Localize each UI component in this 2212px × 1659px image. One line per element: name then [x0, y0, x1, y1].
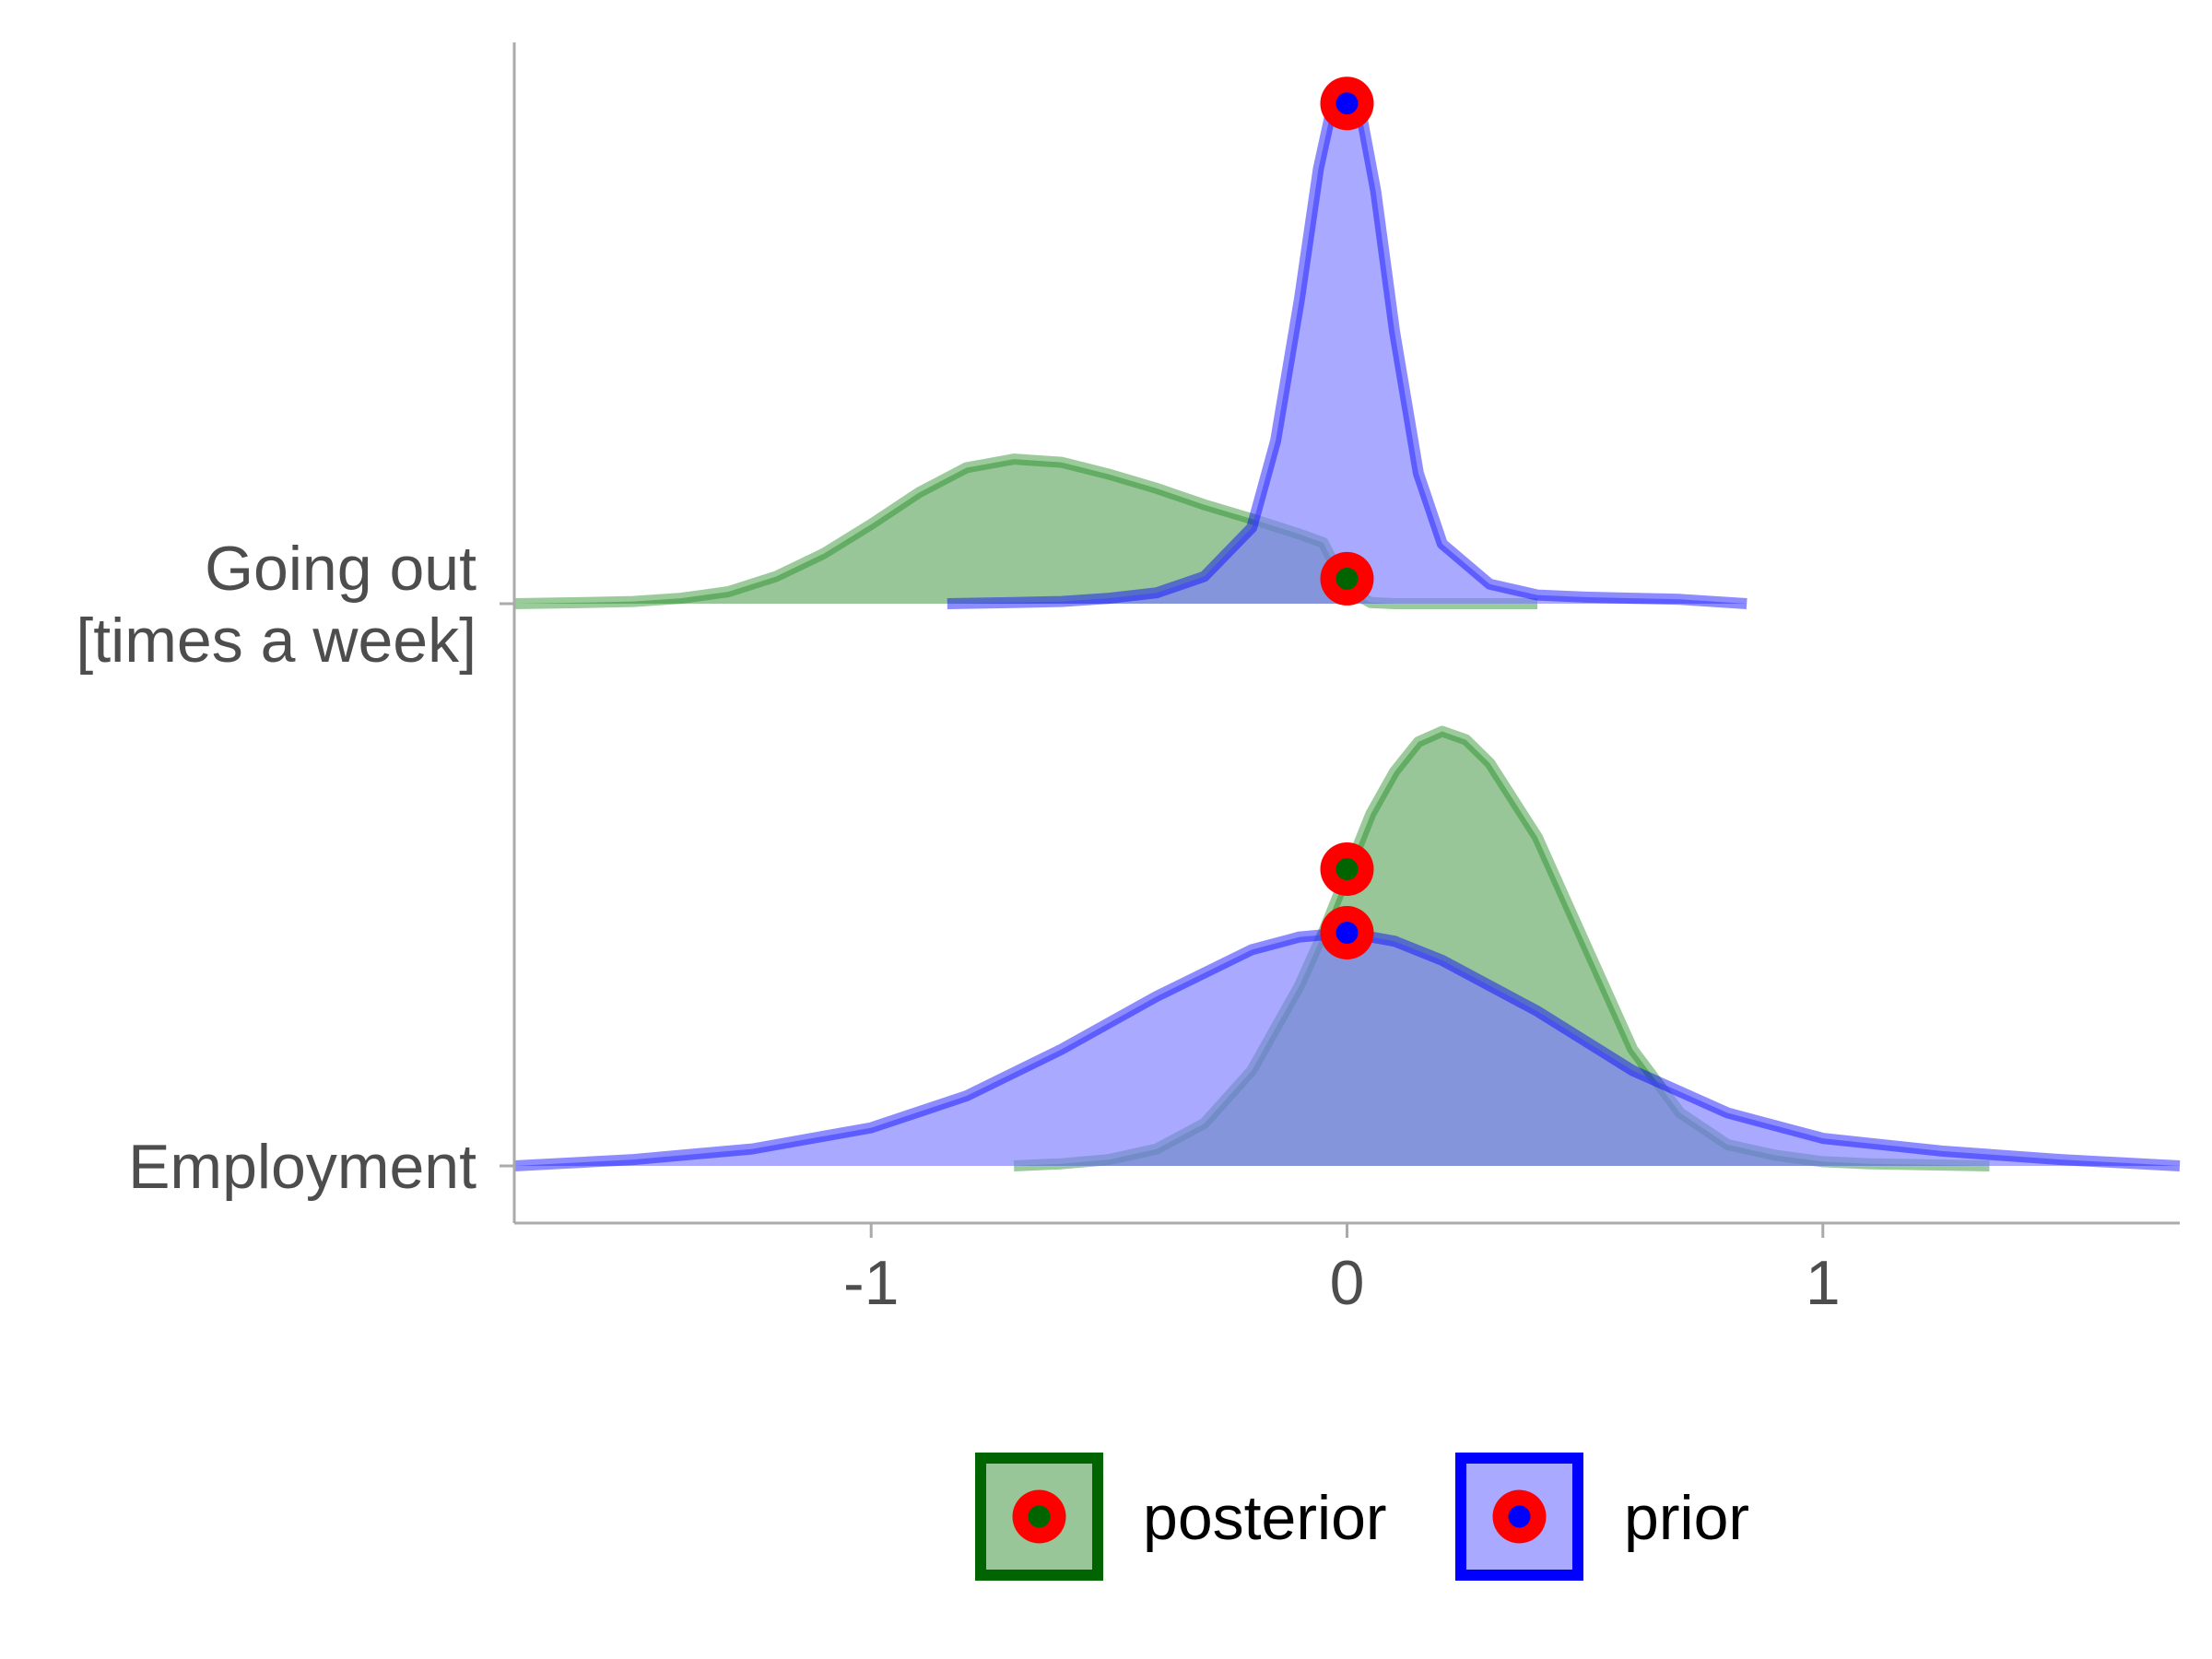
mode-points	[1320, 76, 1374, 959]
density-areas	[513, 92, 2181, 1171]
legend-label-posterior: posterior	[1143, 1483, 1387, 1553]
density-area-posterior-employment	[1014, 731, 1990, 1166]
mode-point-core-prior-employment	[1335, 922, 1359, 944]
x-tick-label: 0	[1330, 1248, 1365, 1318]
x-tick-label: -1	[843, 1248, 899, 1318]
x-ticks: -1 0 1	[843, 1223, 1841, 1318]
y-tick-label: Going out	[205, 534, 477, 604]
mode-point-core-posterior-employment	[1335, 858, 1359, 880]
legend: posterior prior	[975, 1453, 1749, 1581]
x-tick-label: 1	[1806, 1248, 1841, 1318]
y-ticks: Going out[times a week] Employment	[76, 534, 514, 1202]
legend-dot-core-posterior	[1028, 1505, 1051, 1528]
y-tick-label: Employment	[128, 1132, 477, 1202]
mode-point-core-prior-going_out	[1335, 92, 1359, 115]
y-tick-label: [times a week]	[76, 606, 477, 676]
density-area-prior-employment	[514, 933, 2180, 1166]
legend-label-prior: prior	[1624, 1483, 1749, 1553]
density-area-prior-going_out	[947, 98, 1747, 605]
legend-dot-core-prior	[1508, 1505, 1531, 1528]
mode-point-core-posterior-going_out	[1335, 567, 1359, 590]
